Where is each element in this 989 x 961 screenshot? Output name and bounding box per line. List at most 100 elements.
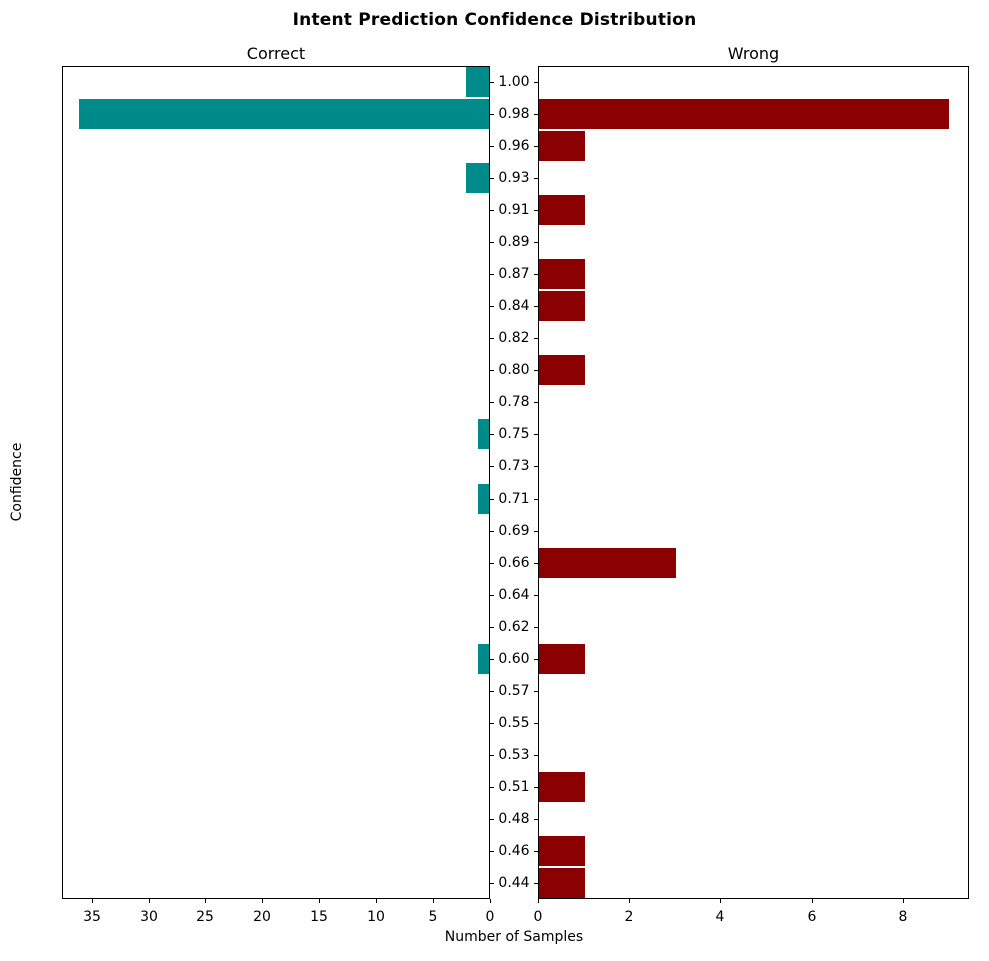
x-tickmark <box>319 899 320 903</box>
y-tick-label: 0.96 <box>498 138 530 154</box>
y-tick-label: 0.84 <box>498 298 530 314</box>
bar-wrong <box>539 836 585 866</box>
y-tickmark <box>490 691 494 692</box>
y-tickmark <box>534 466 538 467</box>
bar-wrong <box>539 644 585 674</box>
subplot-title-correct: Correct <box>246 44 306 63</box>
y-tickmark <box>534 178 538 179</box>
bar-wrong <box>539 868 585 898</box>
y-tick-label: 0.71 <box>498 491 530 507</box>
y-tick-label: 0.98 <box>498 106 530 122</box>
y-tick-label: 0.57 <box>498 683 530 699</box>
x-tick-label: 15 <box>310 909 328 925</box>
y-tickmark <box>534 851 538 852</box>
y-tickmark <box>534 434 538 435</box>
y-tick-label: 0.91 <box>498 202 530 218</box>
y-tickmark <box>490 146 494 147</box>
x-tickmark <box>720 899 721 903</box>
x-tick-label: 2 <box>624 909 634 925</box>
bar-wrong <box>539 772 585 802</box>
y-tickmark <box>534 691 538 692</box>
y-tickmark <box>534 883 538 884</box>
x-tick-label: 8 <box>898 909 908 925</box>
x-tickmark <box>812 899 813 903</box>
y-tick-label: 0.78 <box>498 394 530 410</box>
y-tickmark <box>490 499 494 500</box>
y-tick-label: 0.48 <box>498 811 530 827</box>
y-tick-label: 0.82 <box>498 330 530 346</box>
y-tickmark <box>490 755 494 756</box>
bar-correct <box>466 67 489 97</box>
x-tickmark <box>490 899 491 903</box>
bar-wrong <box>539 131 585 161</box>
x-tickmark <box>205 899 206 903</box>
y-tickmark <box>534 210 538 211</box>
y-tickmark <box>490 402 494 403</box>
x-tick-label: 25 <box>196 909 214 925</box>
y-tick-label: 0.87 <box>498 266 530 282</box>
x-tickmark <box>629 899 630 903</box>
y-tick-label: 0.44 <box>498 875 530 891</box>
bar-wrong <box>539 291 585 321</box>
y-tick-label: 0.75 <box>498 426 530 442</box>
bar-correct <box>79 99 489 129</box>
x-tick-label: 20 <box>253 909 271 925</box>
y-tick-label: 0.60 <box>498 651 530 667</box>
y-tick-label: 0.64 <box>498 587 530 603</box>
y-tickmark <box>534 659 538 660</box>
y-tickmark <box>490 627 494 628</box>
x-tickmark <box>538 899 539 903</box>
y-tickmark <box>534 819 538 820</box>
y-tick-label: 0.69 <box>498 523 530 539</box>
y-tickmark <box>490 210 494 211</box>
y-tickmark <box>490 242 494 243</box>
y-tickmark <box>490 851 494 852</box>
y-tickmark <box>534 306 538 307</box>
correct-panel-axes <box>62 66 490 899</box>
bar-correct <box>478 644 489 674</box>
x-tick-label: 0 <box>485 909 495 925</box>
chart-title: Intent Prediction Confidence Distributio… <box>292 10 697 30</box>
x-tickmark <box>262 899 263 903</box>
x-tick-label: 5 <box>428 909 438 925</box>
x-tickmark <box>376 899 377 903</box>
y-tickmark <box>490 595 494 596</box>
y-tick-label: 1.00 <box>498 74 530 90</box>
y-tickmark <box>534 595 538 596</box>
y-axis-label: Confidence <box>9 442 25 522</box>
bar-wrong <box>539 548 676 578</box>
y-tickmark <box>490 178 494 179</box>
x-tick-label: 0 <box>533 909 543 925</box>
y-tick-label: 0.62 <box>498 619 530 635</box>
y-tick-label: 0.93 <box>498 170 530 186</box>
y-tickmark <box>534 627 538 628</box>
y-tickmark <box>534 755 538 756</box>
y-tickmark <box>490 338 494 339</box>
bar-wrong <box>539 195 585 225</box>
y-tickmark <box>490 114 494 115</box>
y-tickmark <box>534 499 538 500</box>
y-tickmark <box>490 819 494 820</box>
y-tick-label: 0.66 <box>498 555 530 571</box>
x-tick-label: 4 <box>715 909 725 925</box>
x-tick-label: 10 <box>367 909 385 925</box>
y-tickmark <box>490 563 494 564</box>
y-tickmark <box>534 274 538 275</box>
y-tick-label: 0.55 <box>498 715 530 731</box>
y-tickmark <box>490 82 494 83</box>
bar-wrong <box>539 259 585 289</box>
x-axis-label: Number of Samples <box>444 929 584 945</box>
y-tickmark <box>490 531 494 532</box>
y-tick-label: 0.73 <box>498 458 530 474</box>
y-tickmark <box>534 563 538 564</box>
x-tickmark <box>433 899 434 903</box>
y-tickmark <box>490 306 494 307</box>
x-tick-label: 6 <box>807 909 817 925</box>
y-tick-label: 0.51 <box>498 779 530 795</box>
x-tickmark <box>149 899 150 903</box>
y-tickmark <box>534 402 538 403</box>
y-tickmark <box>534 114 538 115</box>
y-tickmark <box>490 274 494 275</box>
y-tickmark <box>490 787 494 788</box>
